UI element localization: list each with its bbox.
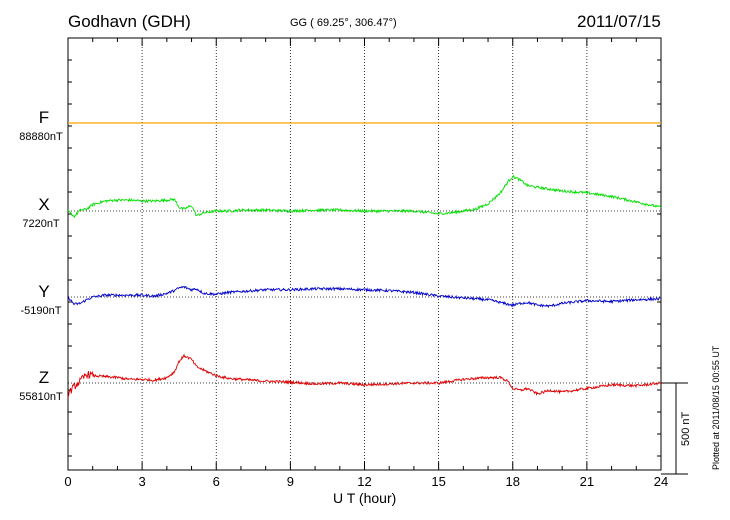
x-tick-label: 24: [654, 474, 668, 489]
series-y-line: [67, 285, 662, 309]
x-axis-label: U T (hour): [333, 490, 397, 506]
channel-z-baseline: 55810nT: [19, 391, 63, 403]
x-tick-label: 21: [580, 474, 594, 489]
channel-f-baseline: 88880nT: [19, 131, 63, 143]
channel-f-label: F: [38, 108, 50, 127]
channel-y-baseline: -5190nT: [20, 305, 62, 317]
x-tick-label: 0: [64, 474, 71, 489]
x-tick-label: 6: [213, 474, 220, 489]
x-tick-label: 18: [506, 474, 520, 489]
date-label: 2011/07/15: [577, 12, 661, 31]
channel-z-label: Z: [38, 368, 50, 387]
channel-x-label: X: [38, 195, 50, 214]
x-tick-label: 3: [139, 474, 146, 489]
series-z-line: [67, 353, 662, 398]
station-coordinates: GG ( 69.25°, 306.47°): [290, 17, 397, 29]
channel-y-label: Y: [38, 282, 50, 301]
station-title: Godhavn (GDH): [68, 12, 191, 31]
x-tick-label: 9: [287, 474, 294, 489]
x-tick-label: 12: [357, 474, 371, 489]
x-tick-label: 15: [431, 474, 445, 489]
channel-x-baseline: 7220nT: [22, 218, 60, 230]
series-x-line: [67, 174, 662, 219]
